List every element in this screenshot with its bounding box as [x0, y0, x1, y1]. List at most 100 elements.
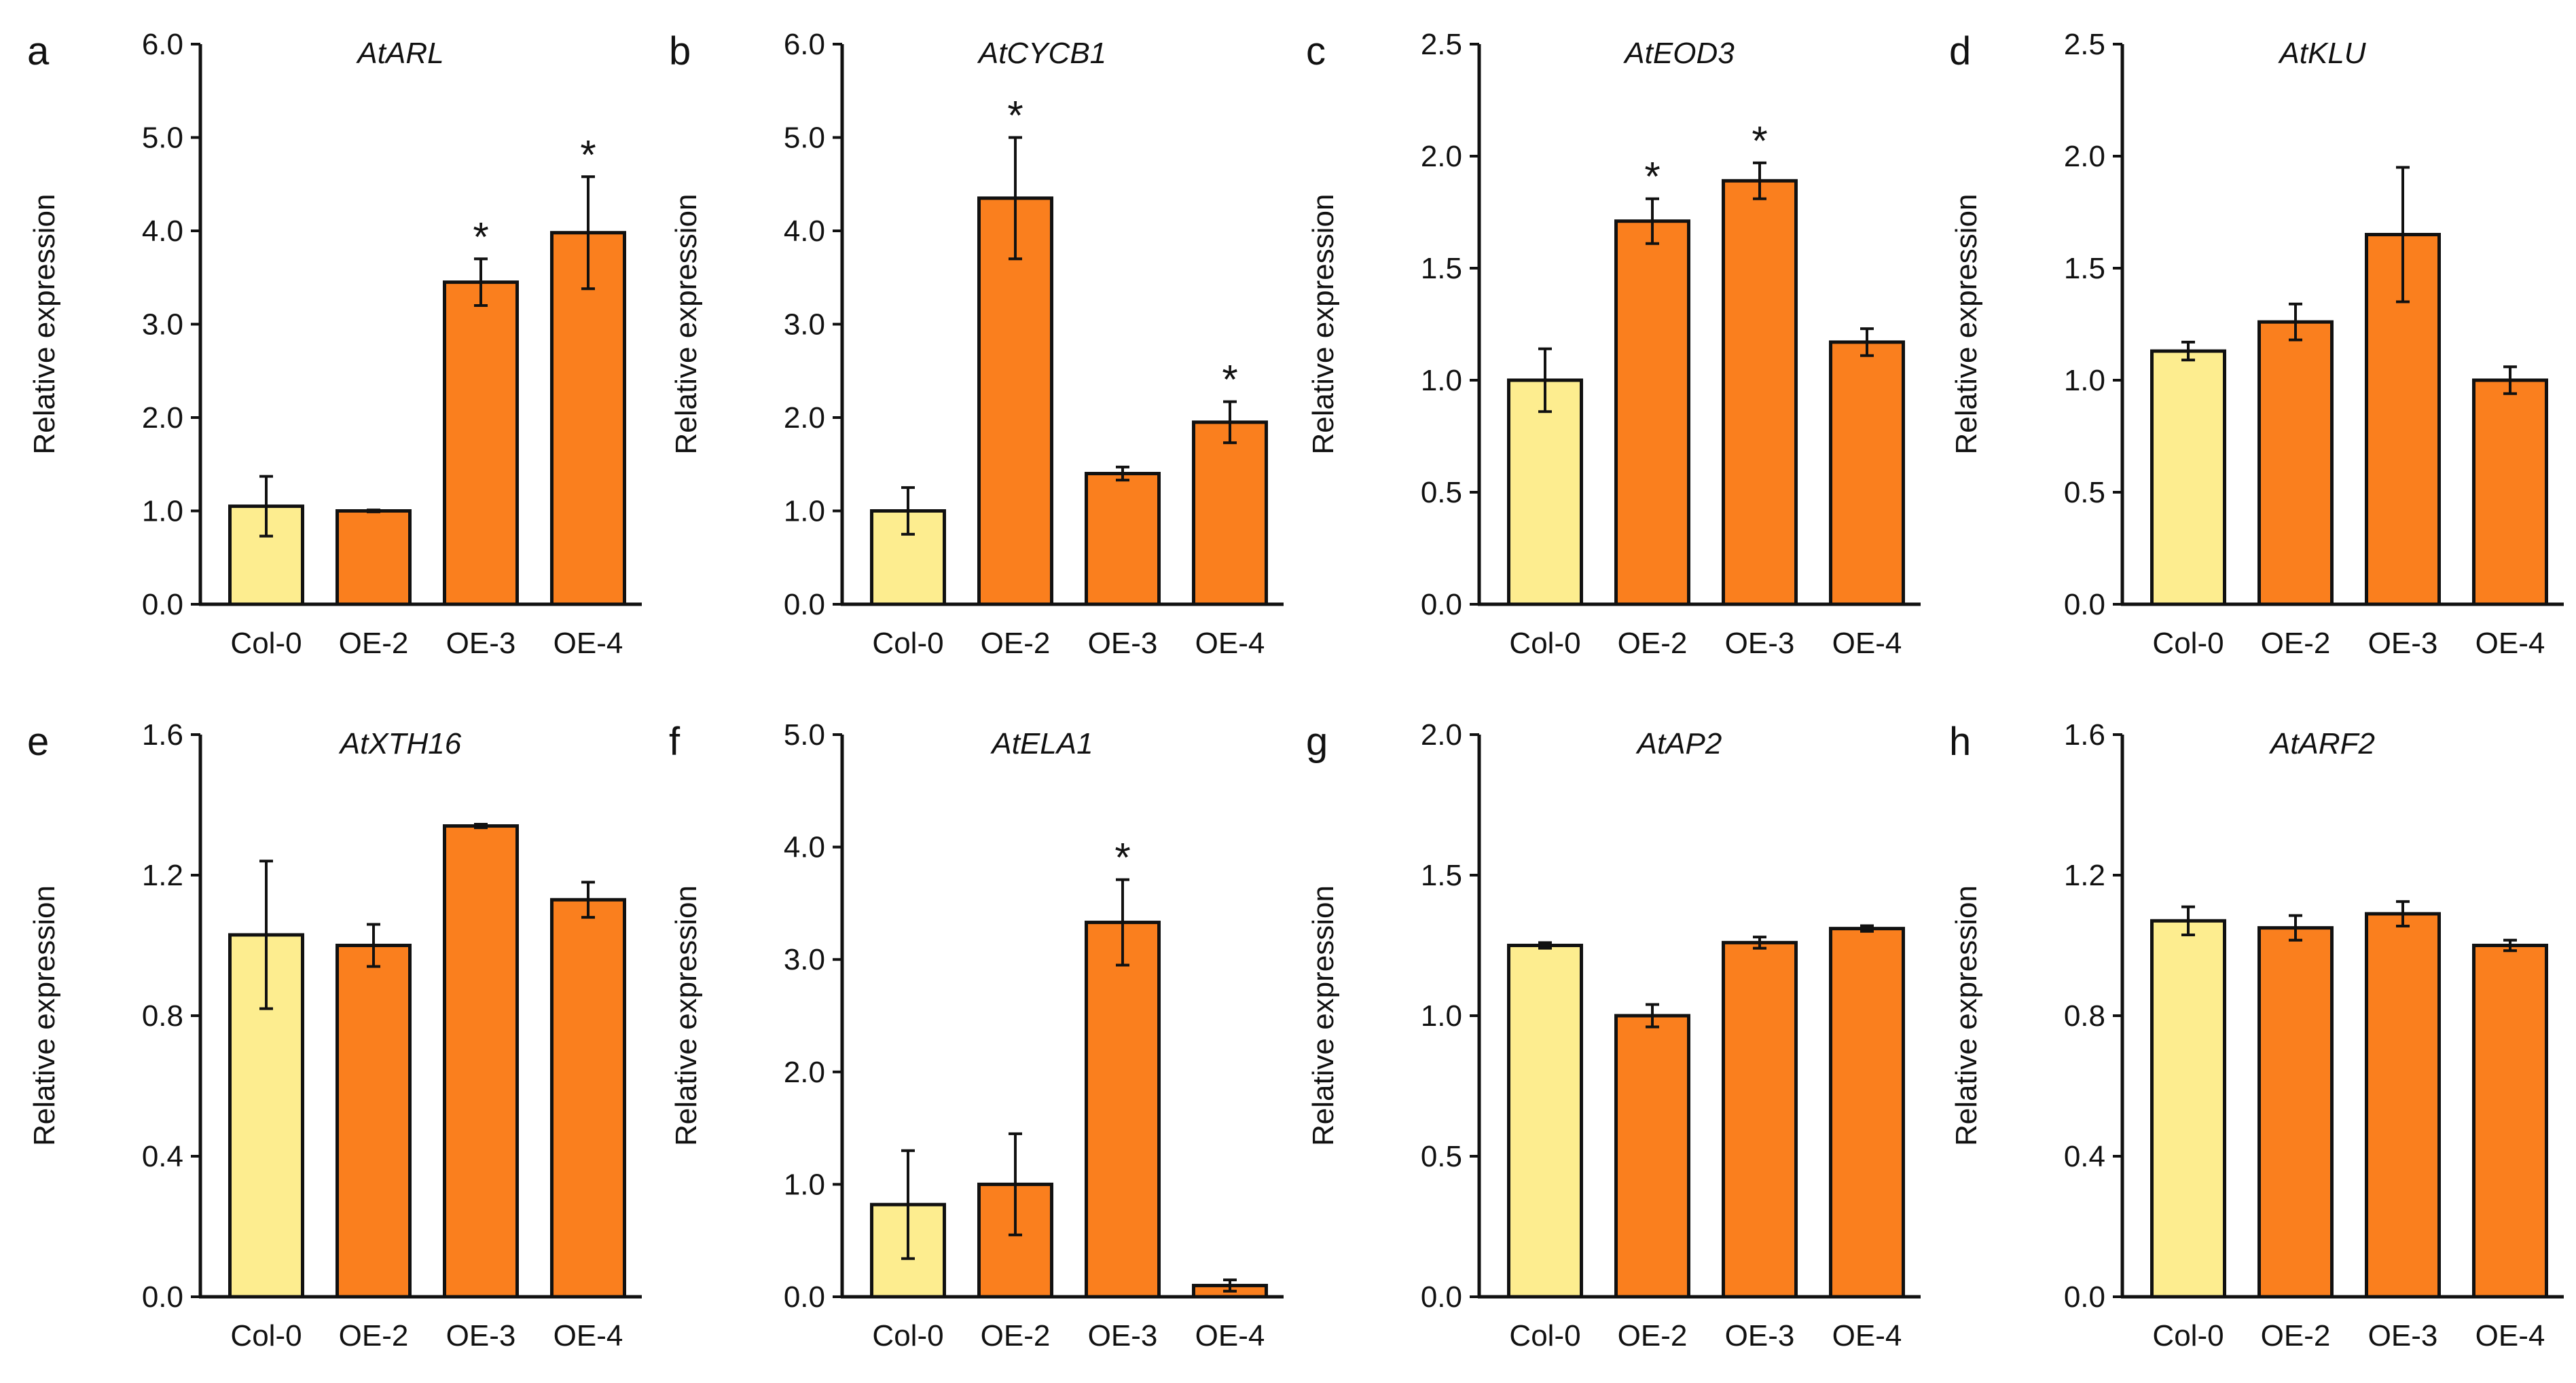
x-tick-label: OE-2 — [1618, 627, 1688, 660]
y-axis-label: Relative expression — [28, 194, 61, 455]
chart-panel-h: h AtARF2 Relative expression Col-0 OE-2 OE-3 O… — [1949, 718, 2564, 1352]
x-tick-label: Col-0 — [872, 1319, 943, 1352]
bar — [1507, 378, 1583, 606]
y-tick-label: 2.5 — [2064, 28, 2105, 61]
significance-marker: * — [580, 132, 596, 177]
bar — [2365, 912, 2441, 1299]
y-tick-label: 0.0 — [1421, 588, 1462, 621]
bar — [550, 898, 626, 1299]
y-tick-label: 0.0 — [2064, 588, 2105, 621]
y-tick-label: 2.0 — [784, 401, 825, 435]
chart-panel-a: a AtARL Relative expression Col-0 OE-2 * OE-3 *… — [27, 28, 642, 660]
y-tick-label: 1.0 — [784, 495, 825, 528]
y-axis-label: Relative expression — [670, 885, 703, 1146]
y-tick-label: 5.0 — [784, 718, 825, 752]
panel-letter: e — [27, 720, 49, 764]
bar — [2257, 926, 2334, 1299]
y-tick-label: 1.0 — [142, 495, 183, 528]
x-tick-label: OE-3 — [1725, 1319, 1795, 1352]
significance-marker: * — [473, 214, 488, 259]
y-tick-label: 0.0 — [1421, 1280, 1462, 1314]
y-axis-label: Relative expression — [28, 885, 61, 1146]
panel-letter: b — [669, 29, 691, 73]
bar — [1085, 921, 1161, 1299]
y-tick-label: 6.0 — [784, 28, 825, 61]
chart-title: AtELA1 — [990, 727, 1093, 760]
y-axis-label: Relative expression — [1307, 885, 1340, 1146]
y-tick-label: 1.5 — [1421, 252, 1462, 285]
chart-title: AtKLU — [2277, 37, 2365, 70]
y-tick-label: 0.0 — [2064, 1280, 2105, 1314]
chart-title: AtARF2 — [2268, 727, 2375, 760]
chart-title: AtEOD3 — [1622, 37, 1735, 70]
panel-letter: h — [1949, 720, 1971, 764]
x-tick-label: OE-4 — [1832, 627, 1902, 660]
bar — [443, 280, 519, 606]
x-tick-label: Col-0 — [2152, 1319, 2224, 1352]
x-tick-label: Col-0 — [2152, 627, 2224, 660]
y-axis-label: Relative expression — [670, 194, 703, 455]
y-axis-label: Relative expression — [1950, 194, 1983, 455]
x-tick-label: OE-3 — [1088, 627, 1158, 660]
bar — [1192, 420, 1268, 606]
y-tick-label: 1.0 — [2064, 364, 2105, 397]
y-tick-label: 3.0 — [784, 308, 825, 342]
y-tick-label: 3.0 — [142, 308, 183, 342]
significance-marker: * — [1752, 118, 1767, 164]
y-tick-label: 2.0 — [784, 1056, 825, 1089]
x-tick-label: Col-0 — [872, 627, 943, 660]
chart-panel-b: b AtCYCB1 Relative expression Col-0 * OE-2 OE-… — [669, 28, 1284, 660]
x-tick-label: OE-3 — [2368, 627, 2438, 660]
x-tick-label: OE-3 — [1725, 627, 1795, 660]
y-tick-label: 2.0 — [1421, 140, 1462, 173]
y-tick-label: 0.0 — [142, 588, 183, 621]
x-tick-label: OE-3 — [2368, 1319, 2438, 1352]
bar — [335, 509, 412, 606]
x-tick-label: OE-4 — [554, 627, 623, 660]
y-tick-label: 2.5 — [1421, 28, 1462, 61]
bar — [1829, 340, 1905, 606]
y-axis-label: Relative expression — [1950, 885, 1983, 1146]
significance-marker: * — [1222, 357, 1237, 403]
x-tick-label: OE-2 — [339, 627, 409, 660]
x-tick-label: OE-3 — [1088, 1319, 1158, 1352]
x-tick-label: OE-2 — [2261, 1319, 2331, 1352]
chart-panel-f: f AtELA1 Relative expression Col-0 OE-2 * OE-3… — [669, 718, 1284, 1352]
x-tick-label: OE-2 — [1618, 1319, 1688, 1352]
y-tick-label: 1.0 — [1421, 999, 1462, 1033]
y-tick-label: 5.0 — [784, 122, 825, 155]
chart-title: AtARL — [355, 37, 443, 70]
bar — [1085, 472, 1161, 606]
panel-letter: a — [27, 29, 50, 73]
y-tick-label: 2.0 — [142, 401, 183, 435]
bar — [2150, 919, 2226, 1299]
chart-panel-d: d AtKLU Relative expression Col-0 OE-2 OE-3 OE… — [1949, 28, 2564, 660]
y-tick-label: 0.0 — [784, 1280, 825, 1314]
significance-marker: * — [1114, 835, 1130, 881]
y-tick-label: 6.0 — [142, 28, 183, 61]
y-tick-label: 3.0 — [784, 943, 825, 976]
bar — [1722, 179, 1798, 606]
y-tick-label: 1.2 — [2064, 859, 2105, 892]
panel-letter: f — [669, 720, 681, 764]
chart-title: AtAP2 — [1635, 727, 1722, 760]
bar — [1507, 944, 1583, 1299]
x-tick-label: OE-3 — [446, 1319, 516, 1352]
bar — [2150, 349, 2226, 606]
panel-letter: c — [1306, 29, 1326, 73]
x-tick-label: OE-4 — [1195, 627, 1265, 660]
x-tick-label: OE-3 — [446, 627, 516, 660]
y-tick-label: 2.0 — [1421, 718, 1462, 752]
x-tick-label: OE-2 — [339, 1319, 409, 1352]
y-tick-label: 0.4 — [142, 1140, 183, 1173]
x-tick-label: OE-4 — [2475, 627, 2545, 660]
x-tick-label: OE-4 — [1195, 1319, 1265, 1352]
bar — [443, 824, 519, 1299]
panel-letter: g — [1306, 720, 1328, 764]
y-tick-label: 0.4 — [2064, 1140, 2105, 1173]
chart-panel-e: e AtXTH16 Relative expression Col-0 OE-2 OE-3… — [27, 718, 642, 1352]
y-tick-label: 1.5 — [1421, 859, 1462, 892]
y-tick-label: 1.0 — [1421, 364, 1462, 397]
x-tick-label: OE-4 — [554, 1319, 623, 1352]
